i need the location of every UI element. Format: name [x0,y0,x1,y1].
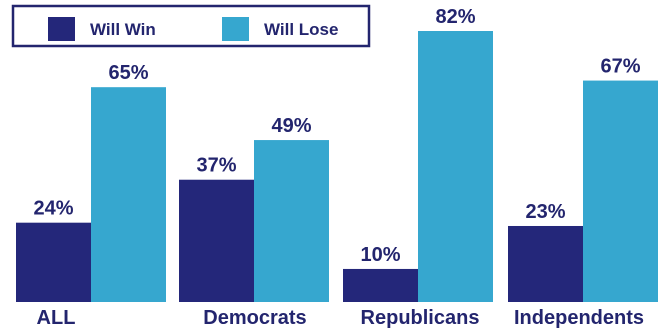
bar-will-lose-independents [583,80,658,302]
bar-will-lose-republicans [418,31,493,302]
category-labels-layer: ALL Democrats Republicans Independents [37,307,644,328]
value-label-will-lose-republicans: 82% [435,6,475,28]
category-label-all: ALL [37,307,76,328]
legend-label-will-lose: Will Lose [264,20,338,39]
legend-swatch-will-win [48,17,75,41]
value-label-will-win-independents: 23% [525,201,565,223]
bar-will-lose-democrats [254,140,329,302]
bar-will-win-republicans [343,268,418,302]
value-label-will-lose-independents: 67% [600,56,640,78]
legend: Will Win Will Lose [11,4,371,48]
bar-will-win-independents [508,225,583,302]
category-label-independents: Independents [514,307,644,328]
category-label-republicans: Republicans [361,307,480,328]
legend-label-will-win: Will Win [90,20,156,39]
bar-will-win-democrats [179,179,254,302]
bar-will-lose-all [91,87,166,303]
bar-will-win-all [16,222,91,302]
value-labels-layer: 24% 65% 37% 49% 10% 82% 23% 67% [33,6,640,266]
value-label-will-win-republicans: 10% [360,244,400,266]
value-label-will-win-all: 24% [33,198,73,220]
value-label-will-lose-all: 65% [108,62,148,84]
value-label-will-lose-democrats: 49% [271,115,311,137]
category-label-democrats: Democrats [203,307,306,328]
bars-layer [16,31,658,303]
value-label-will-win-democrats: 37% [196,155,236,177]
legend-swatch-will-lose [222,17,249,41]
